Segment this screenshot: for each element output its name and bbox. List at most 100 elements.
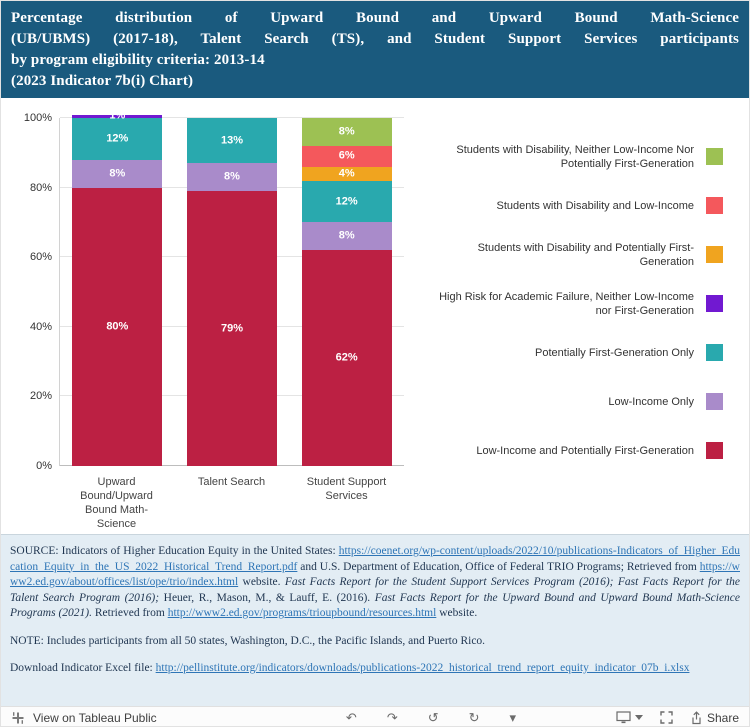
bar-segment[interactable]: 80% bbox=[72, 187, 163, 466]
toolbar-center-icons: ↶ ↷ ↺ ↻ ▾ bbox=[246, 711, 616, 724]
bar-segment-label: 80% bbox=[106, 320, 129, 333]
redo-icon[interactable]: ↷ bbox=[386, 710, 398, 725]
plot-column: 80% 8% 12% 1% 79% 8% 13% 62% 8% 12% 4% 6% 8% Upward … bbox=[59, 110, 404, 534]
x-axis-label: Student Support Services bbox=[306, 476, 387, 502]
undo-icon[interactable]: ↶ bbox=[345, 710, 357, 725]
footer-text-segment: website. bbox=[238, 576, 285, 588]
legend-item[interactable]: Low-Income and Potentially First-Generat… bbox=[422, 426, 723, 475]
legend-item[interactable]: Students with Disability, Neither Low-In… bbox=[422, 132, 723, 181]
legend-label: Students with Disability, Neither Low-In… bbox=[456, 143, 694, 170]
bar-segment[interactable]: 62% bbox=[301, 250, 392, 466]
caret-down-icon[interactable]: ▾ bbox=[509, 710, 517, 725]
chart-area: 0% 20% 40% 60% 80% 100% 80% 8% 12% 1% 79% 8% 13% 62%… bbox=[1, 98, 749, 534]
footer-text-segment: Retrieved from bbox=[92, 607, 168, 619]
footer-text-segment: and U.S. Department of Education, Office… bbox=[297, 560, 700, 573]
x-axis-labels: Upward Bound/Upward Bound Math-Science Ta… bbox=[59, 475, 404, 531]
bar-segment-label: 6% bbox=[338, 149, 355, 162]
legend: Students with Disability, Neither Low-In… bbox=[404, 118, 749, 534]
footer-link[interactable]: http://www2.ed.gov/programs/trioupbound/… bbox=[167, 607, 437, 619]
y-axis: 0% 20% 40% 60% 80% 100% bbox=[1, 112, 59, 472]
legend-swatch bbox=[706, 148, 723, 165]
legend-item[interactable]: Students with Disability and Low-Income bbox=[422, 181, 723, 230]
footer-text-segment: Fast Facts Report for the Upward Bound a… bbox=[10, 591, 741, 620]
viz-title: Percentage distribution of Upward Bound … bbox=[1, 1, 749, 98]
footer-text-segment: Download Indicator Excel file: bbox=[10, 662, 156, 674]
bar-segment[interactable]: 12% bbox=[72, 118, 163, 160]
legend-label: Low-Income Only bbox=[608, 395, 694, 408]
share-label: Share bbox=[706, 710, 739, 725]
view-on-tableau-public-link[interactable]: View on Tableau Public bbox=[33, 710, 157, 725]
viz-title-line: by program eligibility criteria: 2013-14 bbox=[11, 52, 265, 68]
footer-text-segment: website. bbox=[436, 607, 478, 619]
toolbar-right: Share bbox=[616, 711, 739, 725]
refresh-icon[interactable]: ↻ bbox=[468, 710, 480, 725]
gridline bbox=[60, 117, 404, 118]
bar-segment[interactable]: 79% bbox=[187, 191, 277, 466]
bar-segment[interactable]: 13% bbox=[187, 118, 277, 164]
viz-title-line: (2023 Indicator 7b(i) Chart) bbox=[11, 73, 194, 89]
bar-slot: 62% 8% 12% 4% 6% 8% bbox=[289, 118, 404, 466]
y-tick-label: 0% bbox=[36, 460, 52, 472]
legend-swatch bbox=[706, 393, 723, 410]
bar-segment-label: 4% bbox=[338, 167, 355, 180]
x-axis-label: Upward Bound/Upward Bound Math-Science bbox=[80, 476, 153, 530]
footer-paragraph: Download Indicator Excel file: http://pe… bbox=[10, 661, 740, 677]
bar-slot: 80% 8% 12% 1% bbox=[60, 110, 175, 466]
caret-down-icon bbox=[634, 715, 643, 720]
bar-segment[interactable]: 8% bbox=[301, 222, 392, 251]
y-tick-label: 80% bbox=[29, 181, 52, 194]
footer-link[interactable]: https://coenet.org/wp-content/uploads/20… bbox=[10, 545, 740, 573]
legend-item[interactable]: Potentially First-Generation Only bbox=[422, 328, 723, 377]
footer-paragraph: NOTE: Includes participants from all 50 … bbox=[10, 634, 740, 650]
bars: 80% 8% 12% 1% 79% 8% 13% 62% 8% 12% 4% 6% 8% bbox=[60, 110, 404, 466]
bar-segment[interactable]: 1% bbox=[72, 110, 163, 121]
display-icon bbox=[616, 711, 631, 724]
legend-label: Low-Income and Potentially First-Generat… bbox=[476, 444, 694, 457]
legend-swatch bbox=[706, 442, 723, 459]
bar-segment[interactable]: 12% bbox=[301, 180, 392, 223]
footer-text: SOURCE: Indicators of Higher Education E… bbox=[1, 534, 749, 706]
toolbar-left: View on Tableau Public bbox=[11, 711, 246, 725]
bar-segment-label: 8% bbox=[338, 125, 355, 138]
bar-segment[interactable]: 4% bbox=[301, 166, 392, 181]
bar-segment-label: 13% bbox=[220, 134, 244, 147]
legend-item[interactable]: Low-Income Only bbox=[422, 377, 723, 426]
legend-swatch bbox=[706, 246, 723, 263]
footer-text-segment: Fast Facts Report for the Student Suppor… bbox=[10, 576, 740, 604]
legend-label: Students with Disability and Low-Income bbox=[496, 199, 694, 212]
bar-segment-label: 8% bbox=[109, 167, 126, 180]
footer-link[interactable]: http://pellinstitute.org/indicators/down… bbox=[155, 662, 690, 674]
bar-segment[interactable]: 6% bbox=[301, 145, 392, 167]
bar-segment-label: 12% bbox=[335, 195, 358, 208]
display-mode-button[interactable] bbox=[616, 711, 643, 724]
legend-swatch bbox=[706, 295, 723, 312]
legend-item[interactable]: High Risk for Academic Failure, Neither … bbox=[422, 279, 723, 328]
footer-paragraph: SOURCE: Indicators of Higher Education E… bbox=[10, 544, 740, 622]
stacked-bar[interactable]: 79% 8% 13% bbox=[187, 118, 277, 466]
footer-link[interactable]: https://www2.ed.gov/about/offices/list/o… bbox=[10, 560, 740, 589]
x-label-slot: Upward Bound/Upward Bound Math-Science bbox=[59, 475, 174, 531]
footer-text-segment: SOURCE: Indicators of Higher Education E… bbox=[10, 545, 339, 557]
legend-label: High Risk for Academic Failure, Neither … bbox=[439, 290, 694, 317]
x-axis-label: Talent Search bbox=[197, 476, 266, 488]
bar-segment[interactable]: 8% bbox=[72, 159, 163, 188]
footer-text-segment: Heuer, R., Mason, M., & Lauff, E. (2016)… bbox=[159, 591, 375, 604]
legend-item[interactable]: Students with Disability and Potentially… bbox=[422, 230, 723, 279]
y-tick-label: 100% bbox=[23, 112, 52, 124]
y-tick-label: 40% bbox=[29, 320, 52, 333]
share-button[interactable]: Share bbox=[690, 711, 739, 725]
bar-segment[interactable]: 8% bbox=[301, 118, 392, 146]
stacked-bar[interactable]: 80% 8% 12% 1% bbox=[72, 110, 163, 466]
bar-segment-label: 1% bbox=[109, 109, 126, 122]
bar-segment-label: 12% bbox=[106, 132, 129, 145]
legend-swatch bbox=[706, 197, 723, 214]
fullscreen-button[interactable] bbox=[660, 711, 673, 724]
tableau-toolbar: View on Tableau Public ↶ ↷ ↺ ↻ ▾ bbox=[1, 706, 749, 726]
stacked-bar[interactable]: 62% 8% 12% 4% 6% 8% bbox=[301, 118, 392, 466]
bar-segment[interactable]: 8% bbox=[187, 163, 277, 192]
bar-segment-label: 8% bbox=[338, 229, 355, 242]
bar-segment-label: 79% bbox=[220, 322, 244, 335]
revert-icon[interactable]: ↺ bbox=[427, 710, 439, 725]
tableau-logo-icon[interactable] bbox=[11, 711, 25, 725]
